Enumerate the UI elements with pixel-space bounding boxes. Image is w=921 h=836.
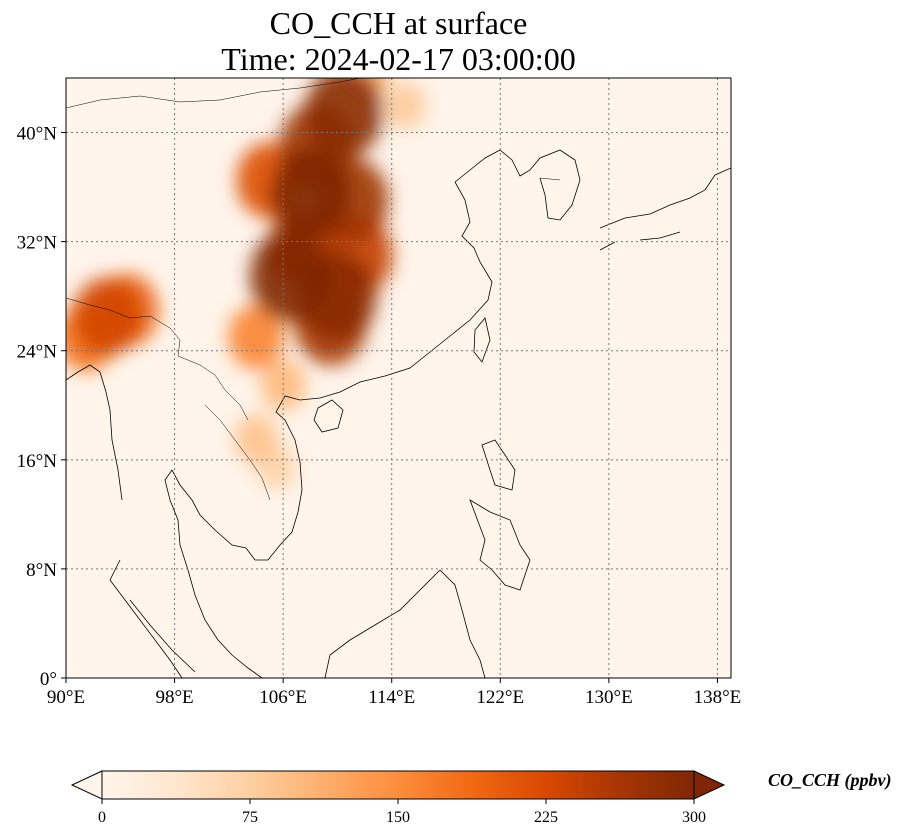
- colorbar-tick-label: 150: [386, 809, 410, 826]
- coastline-hainan: [313, 399, 344, 433]
- coastline-philippines: [469, 439, 531, 591]
- lon-tick-label: 114°E: [368, 687, 415, 708]
- lat-tick-label: 32°N: [17, 233, 58, 254]
- plume-1: [384, 81, 427, 130]
- lon-tick-label: 90°E: [47, 687, 85, 708]
- coastline-sumatra: [129, 599, 196, 673]
- border-mongolia: [66, 78, 361, 109]
- plume-16: [305, 78, 384, 158]
- lon-tick-label: 98°E: [155, 687, 193, 708]
- coastline-northeast: [454, 149, 581, 221]
- colorbar-tick-label: 0: [98, 809, 106, 826]
- colorbar-tick-label: 225: [534, 809, 558, 826]
- plume-9: [72, 277, 141, 356]
- colorbar-label: CO_CCH (ppbv): [768, 770, 892, 790]
- map-background: [66, 78, 731, 678]
- map-area: [66, 78, 731, 678]
- border-laos-vietnam: [204, 404, 271, 501]
- coastline-peninsula: [109, 469, 263, 678]
- colorbar-tick-label: 300: [682, 809, 706, 826]
- map-subtitle: Time: 2024-02-17 03:00:00: [221, 41, 576, 77]
- colorbar-extend-high: [693, 770, 726, 800]
- border-korea: [539, 177, 561, 181]
- border-myanmar: [177, 355, 249, 421]
- plume-5: [228, 305, 284, 370]
- colorbar-tick-label: 75: [242, 809, 258, 826]
- lat-tick-label: 16°N: [17, 451, 58, 472]
- colorbar-ticks: 0 75 150 225 300: [98, 799, 706, 826]
- lon-tick-label: 138°E: [694, 687, 742, 708]
- plume-2: [234, 414, 278, 465]
- plume-17: [249, 229, 330, 322]
- lon-tick-label: 130°E: [585, 687, 633, 708]
- coastlines: [66, 149, 731, 678]
- map-frame: [65, 77, 732, 679]
- coastline-japan: [599, 167, 731, 251]
- plume-18: [270, 147, 351, 240]
- coastline-borneo: [324, 569, 486, 678]
- map-axes: 90°E 98°E 106°E 114°E 122°E 130°E 138°E 0° 8°N 16…: [17, 124, 742, 708]
- country-borders: [66, 78, 561, 501]
- gridlines: [66, 78, 731, 678]
- colorbar-gradient: [102, 771, 694, 799]
- coastline-mainland: [245, 181, 493, 561]
- map-title: CO_CCH at surface: [269, 5, 528, 41]
- lat-tick-label: 24°N: [17, 342, 58, 363]
- lon-tick-label: 122°E: [476, 687, 524, 708]
- coastline-taiwan: [473, 317, 491, 363]
- lat-tick-label: 40°N: [17, 124, 58, 145]
- colorbar: 0 75 150 225 300: [70, 770, 726, 826]
- border-india-china: [66, 297, 181, 357]
- lat-tick-label: 0°: [40, 669, 57, 690]
- colorbar-extend-low: [70, 770, 103, 800]
- lon-tick-label: 106°E: [259, 687, 307, 708]
- lat-tick-label: 8°N: [26, 560, 57, 581]
